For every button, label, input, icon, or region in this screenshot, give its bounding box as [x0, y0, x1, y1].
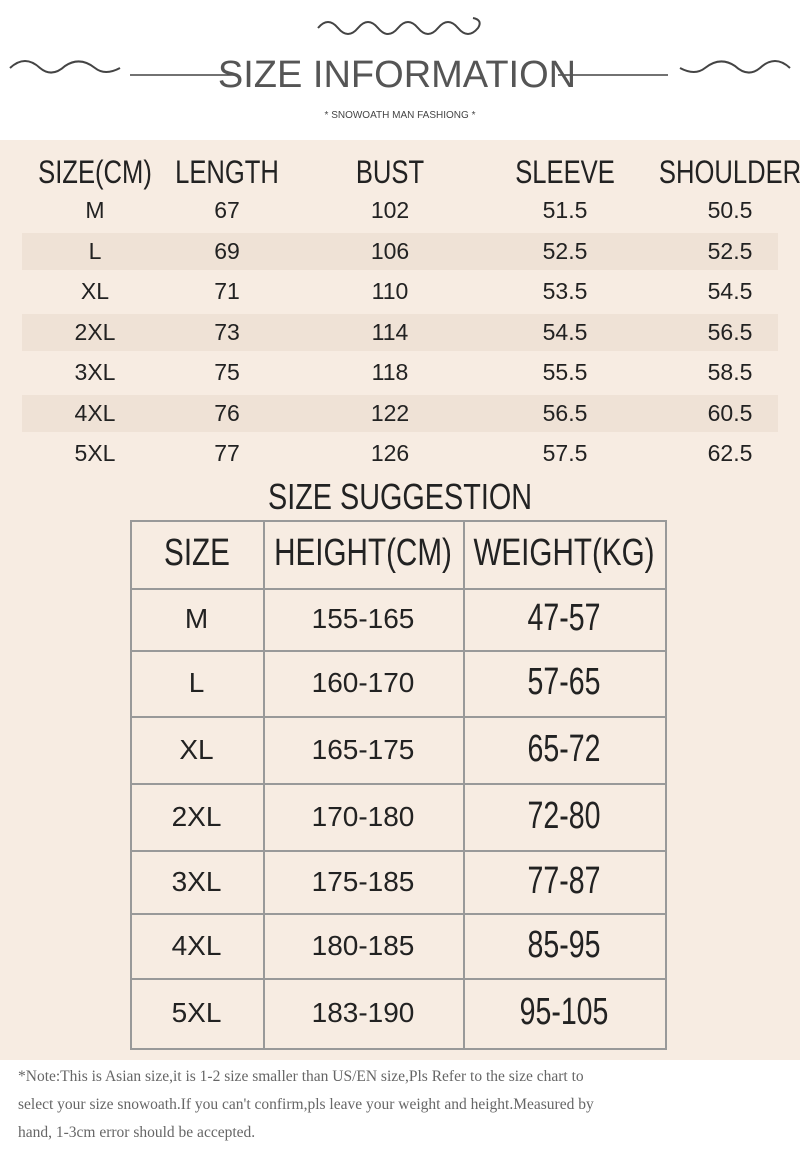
table-cell: 71 — [214, 278, 240, 304]
table-cell: 75 — [214, 359, 240, 385]
table-cell: 110 — [371, 278, 409, 304]
table-cell: 2XL — [171, 800, 222, 832]
left-ornament — [9, 60, 121, 74]
row-divider — [130, 783, 665, 785]
table-cell: 5XL — [74, 440, 116, 466]
row-divider — [130, 850, 665, 852]
table-cell: 65-72 — [527, 727, 601, 770]
column-header: SLEEVE — [515, 154, 615, 190]
table-cell: 56.5 — [542, 399, 588, 426]
table-cell: 50.5 — [707, 197, 753, 223]
table-cell: 62.5 — [707, 440, 753, 466]
column-header: SHOULDER — [658, 154, 800, 190]
table-cell: 4XL — [74, 399, 116, 426]
table-cell: XL — [80, 278, 110, 304]
table-cell: 51.5 — [542, 197, 588, 223]
column-header: BUST — [355, 154, 425, 190]
column-header: SIZE(CM) — [38, 154, 152, 190]
column-header: HEIGHT(CM) — [274, 532, 452, 574]
table-cell: 57.5 — [542, 440, 588, 466]
table-cell: 47-57 — [527, 597, 601, 639]
table-cell: 72-80 — [527, 794, 601, 837]
section-title: SIZE SUGGESTION — [267, 476, 533, 517]
table-cell: 52.5 — [542, 237, 588, 264]
table-cell: L — [188, 667, 205, 698]
table-cell: 5XL — [171, 997, 222, 1028]
table-cell: 118 — [371, 359, 409, 385]
table-cell: 102 — [370, 197, 410, 223]
row-divider — [130, 650, 665, 652]
table-border — [130, 520, 667, 1050]
table-cell: 4XL — [171, 929, 222, 961]
table-cell: 3XL — [171, 865, 222, 897]
table-cell: 95-105 — [519, 991, 609, 1033]
table-cell: 60.5 — [707, 399, 753, 426]
column-header: WEIGHT(KG) — [473, 532, 655, 574]
top-ornament — [317, 17, 481, 35]
right-ornament — [679, 60, 791, 74]
column-header: SIZE — [163, 532, 230, 574]
table-cell: 54.5 — [542, 318, 588, 345]
row-divider — [130, 913, 665, 915]
row-divider — [130, 588, 665, 590]
subtitle: * SNOWOATH MAN FASHIONG * — [324, 110, 476, 121]
table-cell: 55.5 — [542, 359, 588, 385]
note-line: hand, 1-3cm error should be accepted. — [18, 1124, 256, 1141]
table-cell: 170-180 — [311, 800, 415, 832]
table-cell: 76 — [214, 399, 240, 426]
table-cell: 58.5 — [707, 359, 753, 385]
table-cell: 114 — [371, 318, 409, 345]
row-stripe — [22, 394, 778, 432]
table-cell: 67 — [214, 197, 240, 223]
table-cell: 73 — [214, 318, 240, 345]
table-cell: 77 — [214, 440, 240, 466]
row-divider — [130, 978, 665, 980]
row-stripe — [22, 313, 778, 351]
table-cell: 106 — [370, 237, 410, 264]
table-cell: 69 — [214, 237, 240, 264]
table-cell: 85-95 — [527, 923, 601, 966]
table-cell: 155-165 — [311, 603, 415, 634]
table-cell: L — [88, 237, 102, 264]
table-cell: 175-185 — [311, 865, 415, 897]
table-cell: 52.5 — [707, 237, 753, 264]
note-line: *Note:This is Asian size,it is 1-2 size … — [18, 1068, 584, 1085]
table-cell: M — [85, 197, 105, 223]
table-cell: 77-87 — [527, 859, 601, 902]
table-cell: 126 — [370, 440, 410, 466]
table-cell: 57-65 — [527, 661, 601, 703]
ornaments — [9, 17, 791, 76]
table-cell: 3XL — [74, 359, 116, 385]
row-stripe — [22, 232, 778, 270]
title: SIZE INFORMATION — [217, 54, 577, 96]
table-cell: 2XL — [74, 318, 116, 345]
table-cell: 165-175 — [311, 733, 415, 765]
table-cell: M — [184, 603, 209, 634]
table-cell: XL — [179, 733, 214, 765]
table-cell: 180-185 — [311, 929, 415, 961]
table-cell: 54.5 — [707, 278, 753, 304]
table-cell: 160-170 — [311, 667, 415, 698]
table-cell: 122 — [370, 399, 410, 426]
column-header: LENGTH — [175, 154, 279, 190]
row-divider — [130, 716, 665, 718]
note-line: select your size snowoath.If you can't c… — [18, 1096, 594, 1113]
table-cell: 56.5 — [707, 318, 753, 345]
table-cell: 53.5 — [542, 278, 588, 304]
table-cell: 183-190 — [311, 997, 415, 1028]
